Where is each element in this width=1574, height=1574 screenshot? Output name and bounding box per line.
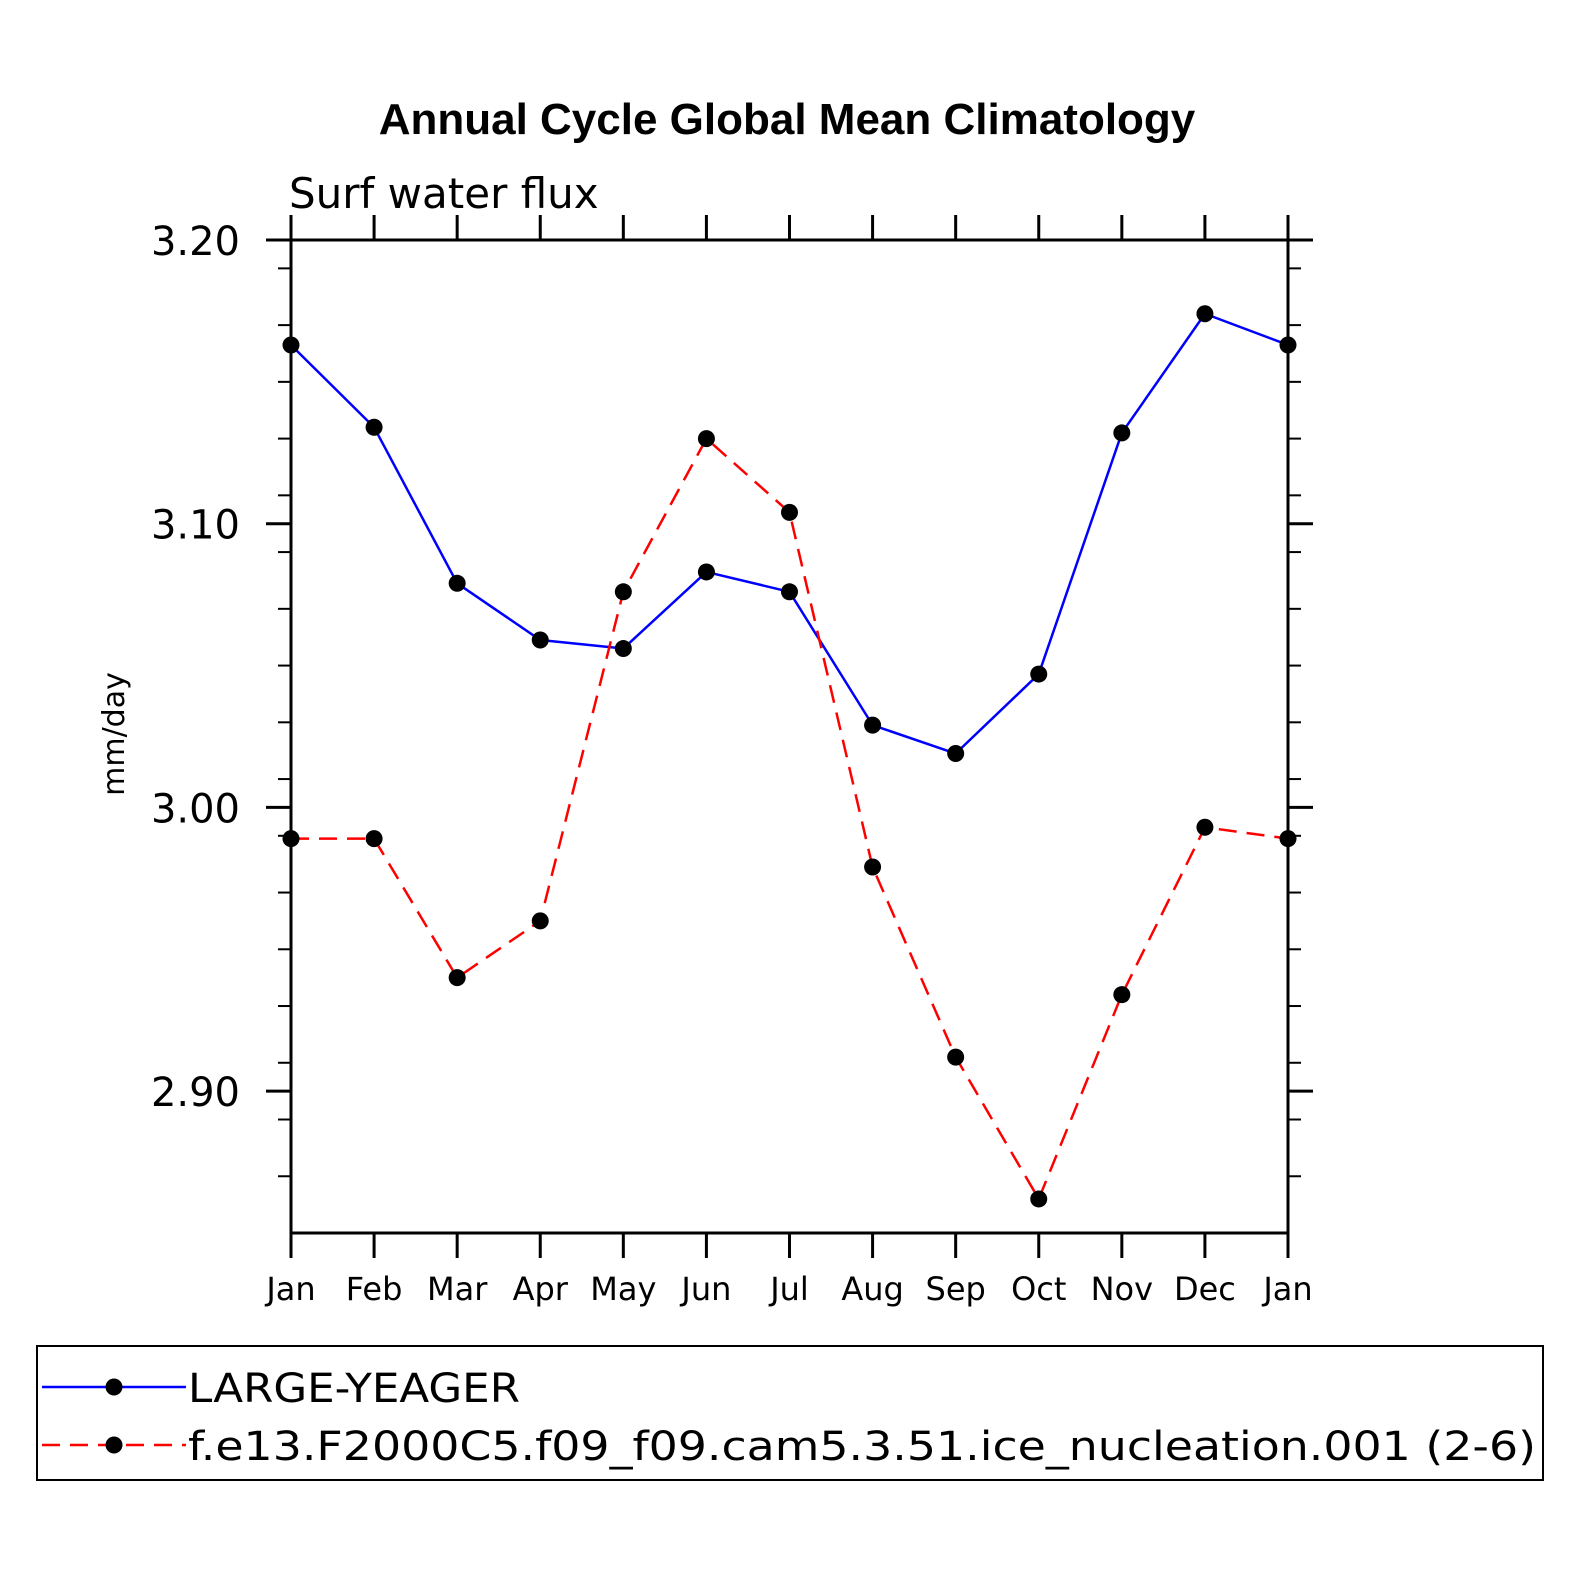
data-point [864, 858, 882, 876]
series-layer [282, 305, 1297, 1208]
x-tick-label: Jul [768, 1270, 809, 1308]
data-point [448, 969, 466, 987]
series-1 [282, 305, 1297, 763]
data-point [864, 716, 882, 734]
data-point [531, 631, 549, 649]
x-tick-label: Sep [926, 1270, 986, 1308]
data-point [947, 1048, 965, 1066]
legend-label: f.e13.F2000C5.f09_f09.cam5.3.51.ice_nucl… [188, 1424, 1536, 1470]
y-tick-label: 3.00 [151, 786, 240, 832]
legend-box [36, 1345, 1544, 1481]
data-point [1113, 424, 1131, 442]
series-line [290, 312, 1289, 755]
legend: LARGE-YEAGER f.e13.F2000C5.f09_f09.cam5.3… [36, 1345, 1544, 1481]
data-point [365, 418, 383, 436]
data-point [697, 430, 715, 448]
data-point [282, 336, 300, 354]
x-tick-label: Jan [264, 1270, 315, 1308]
legend-label: LARGE-YEAGER [188, 1366, 520, 1412]
x-tick-label: Oct [1011, 1270, 1066, 1308]
x-tick-label: Aug [841, 1270, 903, 1308]
plot-frame [289, 238, 1290, 1235]
data-point [614, 640, 632, 658]
data-point [531, 912, 549, 930]
chart-title: Annual Cycle Global Mean Climatology [379, 95, 1196, 144]
data-point [1030, 1190, 1048, 1208]
data-point [781, 503, 798, 521]
x-tick-label: Jun [679, 1270, 731, 1308]
x-tick-label: May [590, 1270, 656, 1308]
y-tick-label: 3.10 [151, 503, 240, 549]
x-tick-label: Apr [513, 1270, 569, 1308]
legend-marker [105, 1436, 123, 1454]
data-point [697, 563, 715, 581]
series-2 [282, 430, 1297, 1208]
data-point [282, 830, 300, 848]
x-tick-label: Feb [346, 1270, 403, 1308]
data-point [1113, 986, 1131, 1004]
data-point [947, 745, 965, 763]
data-point [1196, 305, 1214, 323]
data-point [365, 830, 383, 848]
plot-axes: Jan Feb Mar Apr May Jun Jul Aug Sep Oct Nov Dec Jan 2… [151, 215, 1313, 1308]
data-point [614, 583, 632, 601]
data-point [1279, 336, 1297, 354]
data-point [448, 574, 466, 592]
y-tick-label: 3.20 [151, 219, 240, 265]
data-point [1279, 830, 1297, 848]
y-axis-label: mm/day [97, 672, 132, 796]
data-point [1196, 818, 1214, 836]
data-point [781, 583, 798, 601]
x-tick-label: Nov [1091, 1270, 1153, 1308]
y-tick-label: 2.90 [151, 1070, 240, 1116]
x-tick-label: Jan [1261, 1270, 1312, 1308]
chart-subtitle: Surf water flux [289, 169, 599, 218]
x-tick-label: Mar [427, 1270, 488, 1308]
x-tick-label: Dec [1174, 1270, 1236, 1308]
legend-marker [105, 1378, 123, 1396]
data-point [1030, 665, 1048, 683]
